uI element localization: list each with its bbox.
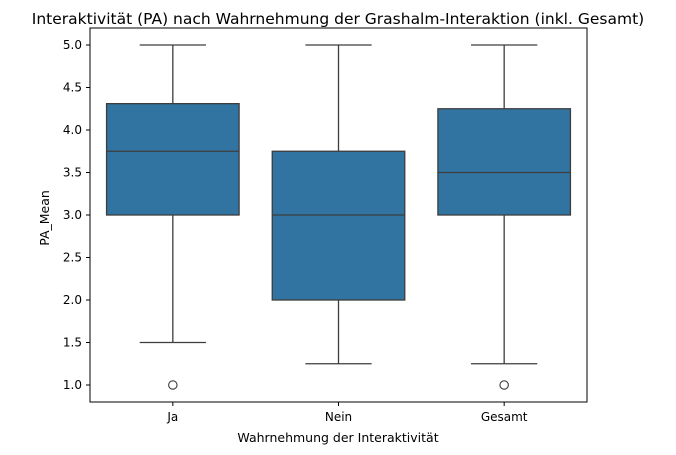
y-tick-label: 1.5 [63,336,82,350]
y-tick-label: 3.5 [63,166,82,180]
x-axis-label: Wahrnehmung der Interaktivität [237,430,438,445]
chart-title: Interaktivität (PA) nach Wahrnehmung der… [32,10,644,28]
x-tick-label-nein: Nein [325,410,352,424]
y-tick-label: 5.0 [63,38,82,52]
y-tick-label: 4.5 [63,81,82,95]
y-axis: 1.0 1.5 2.0 2.5 3.0 3.5 4.0 4.5 5.0 [63,38,90,392]
box-nein [271,44,406,365]
y-tick-label: 4.0 [63,123,82,137]
y-axis-label: PA_Mean [37,190,52,246]
y-tick-label: 1.0 [63,378,82,392]
x-tick-label-gesamt: Gesamt [481,410,528,424]
y-tick-label: 2.0 [63,293,82,307]
iqr-box [271,150,406,301]
x-tick-label-ja: Ja [166,410,178,424]
box-gesamt [437,44,572,390]
outlier-point [499,380,509,390]
y-tick-label: 2.5 [63,251,82,265]
outlier-point [168,380,178,390]
iqr-box [105,103,240,216]
box-ja [105,44,240,390]
iqr-box [437,108,572,216]
x-axis: Ja Nein Gesamt [166,402,528,424]
plot-area [89,27,588,403]
y-tick-label: 3.0 [63,208,82,222]
